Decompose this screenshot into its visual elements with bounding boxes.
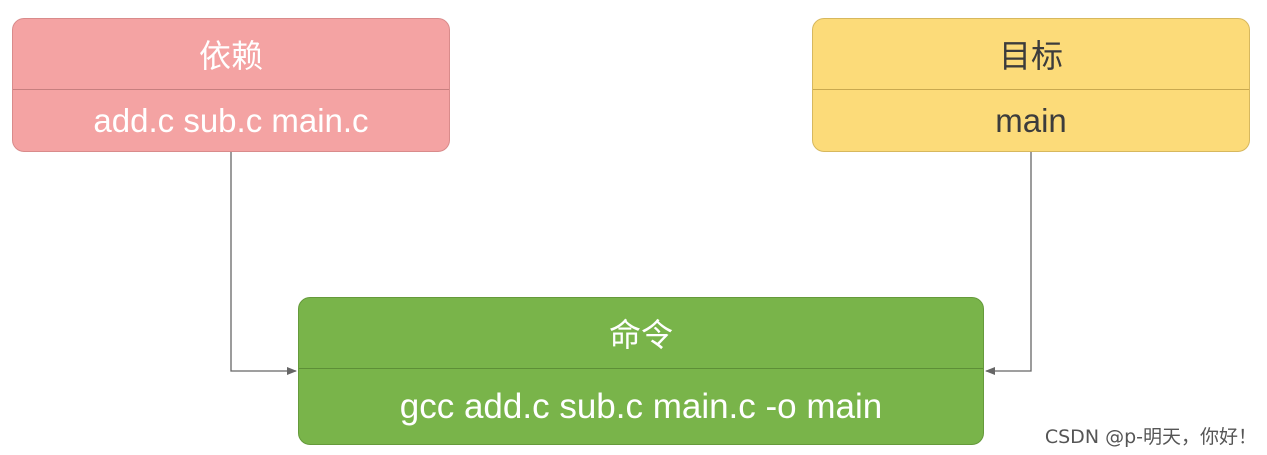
target-divider <box>813 89 1249 90</box>
target-title: 目标 <box>998 37 1063 75</box>
dependency-box: 依赖 add.c sub.c main.c <box>12 18 450 152</box>
target-to-command-arrow <box>985 152 1032 375</box>
watermark: CSDN @p-明天，你好！ <box>1044 426 1257 448</box>
target-content: main <box>995 101 1067 139</box>
dependency-to-command-arrow <box>230 152 297 375</box>
command-title: 命令 <box>608 316 673 354</box>
command-divider <box>299 368 983 369</box>
dependency-divider <box>13 89 449 90</box>
command-box: 命令 gcc add.c sub.c main.c -o main <box>298 297 984 445</box>
target-box: 目标 main <box>812 18 1250 152</box>
command-content: gcc add.c sub.c main.c -o main <box>399 386 883 426</box>
dependency-content: add.c sub.c main.c <box>93 101 369 139</box>
dependency-title: 依赖 <box>198 37 263 75</box>
